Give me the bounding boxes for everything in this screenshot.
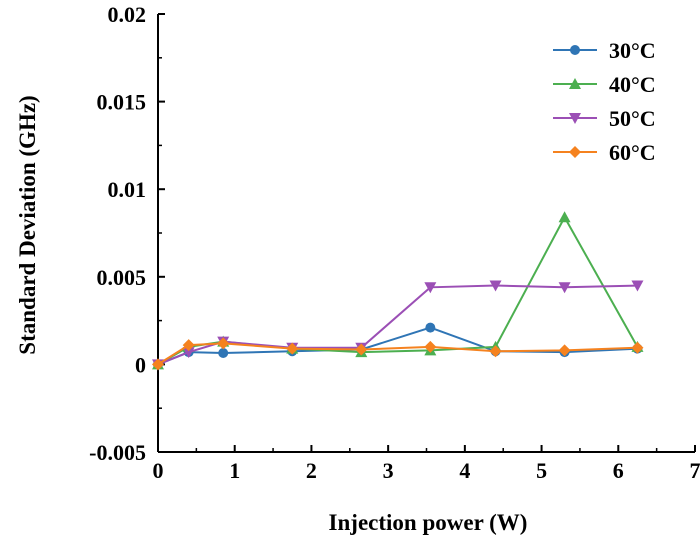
data-point: [218, 348, 229, 359]
legend-marker: [569, 78, 581, 89]
x-tick-label: 6: [613, 458, 624, 483]
x-tick-label: 3: [383, 458, 394, 483]
data-point: [424, 282, 437, 294]
legend-label: 40°C: [609, 72, 656, 97]
x-tick-label: 5: [536, 458, 547, 483]
data-point: [425, 322, 436, 333]
data-point: [489, 345, 502, 358]
x-tick-label: 4: [459, 458, 470, 483]
legend-item: 60°C: [553, 140, 656, 165]
x-tick-label: 0: [153, 458, 164, 483]
series-layer: [152, 211, 644, 371]
x-tick-label: 1: [229, 458, 240, 483]
legend-label: 50°C: [609, 106, 656, 131]
data-point: [558, 282, 571, 294]
x-axis-title: Injection power (W): [329, 510, 528, 535]
legend-marker: [570, 45, 580, 55]
data-point: [182, 347, 195, 359]
series-group: [152, 337, 644, 371]
legend-label: 30°C: [609, 38, 656, 63]
data-point: [489, 280, 502, 292]
y-axis: -0.005 0 0.005 0.01 0.015 0.02: [89, 2, 165, 465]
data-point: [286, 342, 299, 355]
data-point: [152, 358, 164, 371]
data-point: [631, 341, 644, 354]
y-tick-label: -0.005: [89, 440, 146, 465]
legend-item: 40°C: [553, 72, 656, 97]
x-tick-label: 7: [690, 458, 700, 483]
data-point: [182, 339, 195, 352]
y-tick-label: 0.02: [108, 2, 147, 27]
y-tick-label: 0.01: [108, 177, 147, 202]
legend-item: 50°C: [553, 106, 656, 131]
legend-marker: [569, 146, 581, 158]
data-point: [424, 340, 437, 353]
legend-label: 60°C: [609, 140, 656, 165]
y-tick-label: 0.005: [97, 265, 147, 290]
data-point: [558, 211, 571, 223]
legend-item: 30°C: [553, 38, 656, 63]
data-point: [217, 337, 230, 350]
data-point: [355, 343, 368, 356]
y-tick-label: 0: [135, 352, 146, 377]
x-tick-label: 2: [306, 458, 317, 483]
legend-marker: [569, 113, 581, 124]
data-point: [631, 280, 644, 292]
x-axis: 0 1 2 3 4 5 6 7: [153, 445, 700, 483]
data-point: [558, 344, 571, 357]
y-tick-label: 0.015: [97, 90, 147, 115]
y-axis-title: Standard Deviation (GHz): [15, 95, 40, 354]
legend: 30°C 40°C 50°C 60°C: [553, 38, 656, 165]
